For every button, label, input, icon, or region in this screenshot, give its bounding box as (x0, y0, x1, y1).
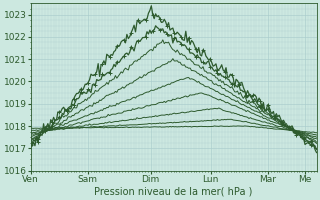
X-axis label: Pression niveau de la mer( hPa ): Pression niveau de la mer( hPa ) (94, 187, 253, 197)
